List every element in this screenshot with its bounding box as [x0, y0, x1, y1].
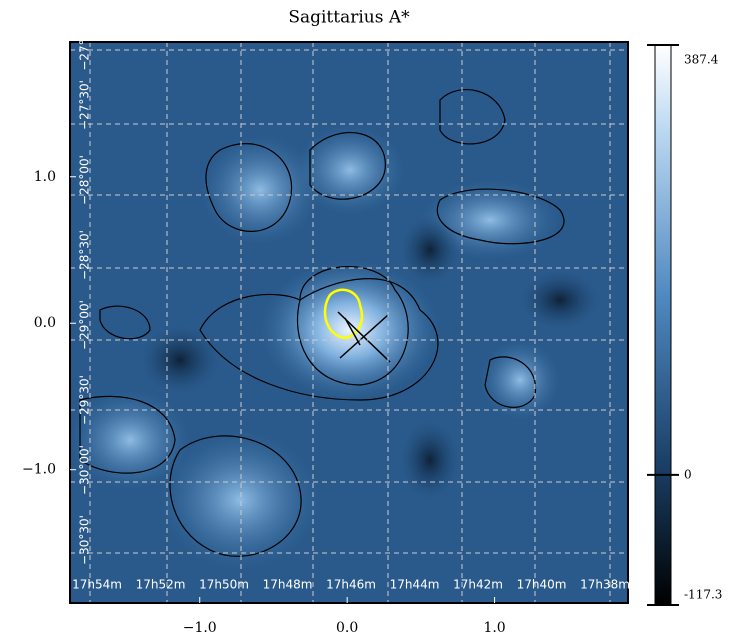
- x-tick-label: 1.0: [483, 620, 505, 636]
- ra-label: 17h40m: [517, 578, 567, 592]
- colorbar-tick-label: -117.3: [684, 588, 722, 602]
- x-tick-label: 0.0: [336, 620, 358, 636]
- x-tick-label: −1.0: [183, 620, 217, 636]
- ra-label: 17h38m: [580, 578, 630, 592]
- dec-label: −27°30': [78, 80, 92, 130]
- dec-label: −28°30': [78, 230, 92, 280]
- ra-label: 17h46m: [326, 578, 376, 592]
- dec-label: −30°00': [78, 445, 92, 495]
- chart-title: Sagittarius A*: [288, 8, 410, 28]
- ra-label: 17h44m: [390, 578, 440, 592]
- ra-label: 17h50m: [199, 578, 249, 592]
- ra-label: 17h54m: [72, 578, 122, 592]
- colorbar-tick-label: 387.4: [684, 53, 719, 67]
- y-tick-label: 0.0: [34, 315, 56, 331]
- dec-label: −28°00': [78, 155, 92, 205]
- ra-label: 17h52m: [136, 578, 186, 592]
- sky-image: [70, 42, 628, 603]
- dec-label: −27°: [78, 39, 92, 70]
- dec-label: −29°00': [78, 300, 92, 350]
- chart: Sagittarius A* −1.00.01.0−1.00.01: [0, 0, 735, 637]
- colorbar: [655, 45, 671, 605]
- dec-label: −29°30': [78, 375, 92, 425]
- ra-label: 17h48m: [263, 578, 313, 592]
- y-tick-label: −1.0: [22, 462, 56, 478]
- colorbar-tick-label: 0: [684, 467, 692, 481]
- ra-label: 17h42m: [453, 578, 503, 592]
- dec-label: −30°30': [78, 515, 92, 565]
- y-tick-label: 1.0: [34, 169, 56, 185]
